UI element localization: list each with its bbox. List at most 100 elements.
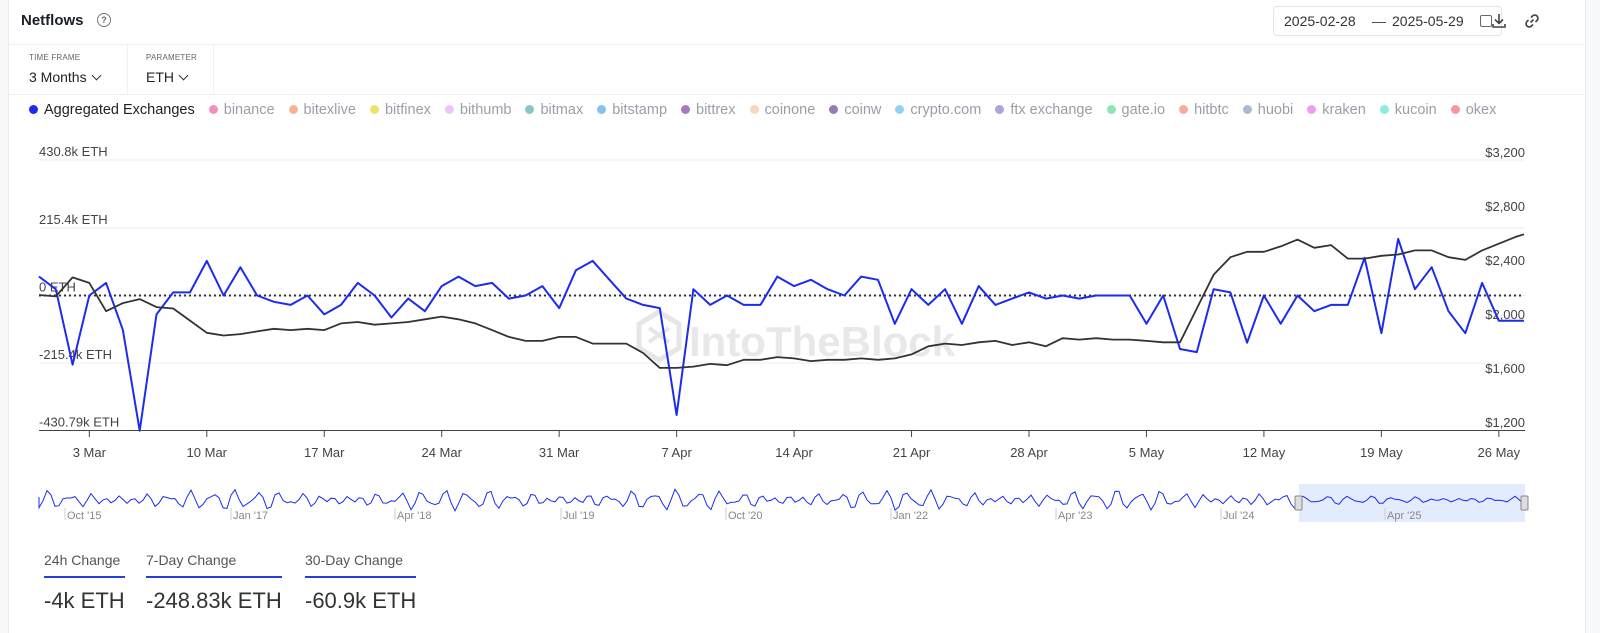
stat-30-day-change: 30-Day Change -60.9k ETH — [305, 552, 417, 614]
legend-label: huobi — [1257, 102, 1294, 118]
parameter-select[interactable]: PARAMETER ETH — [127, 45, 214, 94]
x-axis-tick-label: 28 Apr — [1010, 445, 1048, 460]
legend-dot-icon — [1179, 105, 1189, 114]
parameter-label: PARAMETER — [146, 53, 197, 62]
legend-label: gate.io — [1121, 102, 1166, 118]
right-axis-tick-label: $2,400 — [1485, 253, 1525, 268]
legend-dot-icon — [1242, 105, 1252, 114]
legend-label: kraken — [1322, 102, 1366, 118]
range-selection[interactable] — [1299, 484, 1525, 522]
legend-item-bitfinex[interactable]: bitfinex — [369, 102, 431, 118]
x-axis-tick-label: 10 Mar — [187, 445, 228, 460]
legend-label: Aggregated Exchanges — [44, 102, 195, 118]
legend-dot-icon — [29, 105, 38, 114]
legend-label: coinw — [844, 102, 882, 118]
date-to: 2025-05-29 — [1392, 13, 1464, 29]
overview-tick-label: Oct '15 — [67, 510, 102, 522]
series-line-aggregated-exchanges[interactable] — [38, 237, 1524, 432]
timeframe-label: TIME FRAME — [29, 53, 81, 62]
stat-value: -60.9k ETH — [305, 588, 417, 613]
stat-label: 7-Day Change — [146, 552, 282, 578]
legend-item-bitexlive[interactable]: bitexlive — [288, 102, 356, 118]
legend-label: okex — [1465, 102, 1497, 118]
legend-dot-icon — [288, 105, 298, 114]
right-axis-tick-label: $1,600 — [1485, 361, 1525, 376]
legend-item-hitbtc[interactable]: hitbtc — [1179, 102, 1229, 118]
date-range-picker[interactable]: 2025-02-28 — 2025-05-29 — [1273, 6, 1502, 36]
stat-label: 30-Day Change — [305, 552, 417, 578]
legend-dot-icon — [1450, 105, 1460, 114]
date-from: 2025-02-28 — [1284, 13, 1356, 29]
legend-dot-icon — [525, 105, 535, 114]
x-axis-tick-label: 3 Mar — [73, 445, 107, 460]
stat-7-day-change: 7-Day Change -248.83k ETH — [146, 552, 282, 614]
legend-item-ftx-exchange[interactable]: ftx exchange — [995, 102, 1093, 118]
legend-item-okex[interactable]: okex — [1450, 102, 1497, 118]
stat-label: 24h Change — [44, 552, 125, 578]
legend-item-gate-io[interactable]: gate.io — [1106, 102, 1166, 118]
legend-item-binance[interactable]: binance — [208, 102, 275, 118]
legend-item-bittrex[interactable]: bittrex — [681, 102, 736, 118]
legend-label: bitstamp — [612, 102, 668, 118]
left-axis-tick-label: 215.4k ETH — [39, 212, 108, 227]
x-axis-tick-label: 14 Apr — [775, 445, 813, 460]
netflows-card: Netflows ? 2025-02-28 — 2025-05-29 TIME … — [8, 0, 1586, 633]
x-axis-tick-label: 26 May — [1478, 445, 1521, 460]
legend-item-coinw[interactable]: coinw — [829, 102, 881, 118]
watermark-text: IntoTheBlock — [689, 318, 956, 365]
legend-item-coinone[interactable]: coinone — [749, 102, 816, 118]
range-handle-right[interactable] — [1520, 495, 1529, 511]
intotheblock-logo-icon — [636, 309, 682, 363]
download-icon[interactable] — [1490, 12, 1508, 30]
chart-legend: Aggregated Exchanges binance bitexlive bitf… — [29, 102, 1569, 122]
legend-dot-icon — [749, 105, 759, 114]
legend-dot-icon — [895, 105, 905, 114]
legend-dot-icon — [681, 105, 691, 114]
legend-item-bithumb[interactable]: bithumb — [444, 102, 511, 118]
x-axis-tick-label: 7 Apr — [661, 445, 692, 460]
legend-item-aggregated-exchanges[interactable]: Aggregated Exchanges — [29, 102, 195, 118]
legend-item-kraken[interactable]: kraken — [1307, 102, 1366, 118]
overview-tick-label: Jan '22 — [893, 510, 928, 522]
x-axis-tick-label: 5 May — [1129, 445, 1165, 460]
header-bar: Netflows ? 2025-02-28 — 2025-05-29 — [9, 0, 1585, 45]
left-axis-tick-label: 430.8k ETH — [39, 144, 108, 159]
legend-item-bitmax[interactable]: bitmax — [525, 102, 583, 118]
x-axis-tick-label: 21 Apr — [893, 445, 931, 460]
legend-label: crypto.com — [910, 102, 982, 118]
link-icon[interactable] — [1523, 12, 1541, 30]
legend-item-kucoin[interactable]: kucoin — [1379, 102, 1437, 118]
legend-item-crypto-com[interactable]: crypto.com — [895, 102, 981, 118]
overview-tick-label: Oct '20 — [728, 510, 763, 522]
right-axis-tick-label: $2,800 — [1485, 199, 1525, 214]
overview-navigator[interactable]: Oct '15 Jan '17 Apr '18 Jul '19 Oct '20 Jan '… — [38, 484, 1529, 522]
timeframe-value: 3 Months — [29, 69, 87, 85]
series-line-price[interactable] — [38, 233, 1525, 369]
legend-dot-icon — [1106, 105, 1116, 114]
legend-item-bitstamp[interactable]: bitstamp — [597, 102, 667, 118]
question-circle-icon[interactable]: ? — [97, 13, 111, 27]
calendar-icon[interactable] — [1480, 15, 1492, 27]
timeframe-select[interactable]: TIME FRAME 3 Months — [9, 45, 128, 94]
left-axis-tick-label: -430.79k ETH — [39, 415, 119, 430]
overview-tick-label: Jul '19 — [563, 510, 594, 522]
legend-label: kucoin — [1394, 102, 1437, 118]
legend-label: bitexlive — [303, 102, 356, 118]
legend-dot-icon — [1379, 105, 1389, 114]
page-title: Netflows — [21, 12, 84, 29]
legend-dot-icon — [208, 105, 218, 114]
legend-label: bitfinex — [384, 102, 431, 118]
legend-label: bittrex — [696, 102, 736, 118]
overview-tick-label: Apr '18 — [397, 510, 432, 522]
legend-dot-icon — [1307, 105, 1317, 114]
legend-dot-icon — [369, 105, 379, 114]
range-handle-left[interactable] — [1294, 495, 1303, 511]
stat-value: -248.83k ETH — [146, 588, 282, 613]
parameter-value: ETH — [146, 69, 174, 85]
legend-label: coinone — [764, 102, 816, 118]
stat-24h-change: 24h Change -4k ETH — [44, 552, 125, 614]
legend-item-huobi[interactable]: huobi — [1242, 102, 1294, 118]
date-separator: — — [1372, 13, 1386, 29]
legend-dot-icon — [995, 105, 1005, 114]
